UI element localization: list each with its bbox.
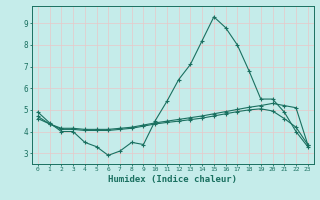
X-axis label: Humidex (Indice chaleur): Humidex (Indice chaleur) xyxy=(108,175,237,184)
